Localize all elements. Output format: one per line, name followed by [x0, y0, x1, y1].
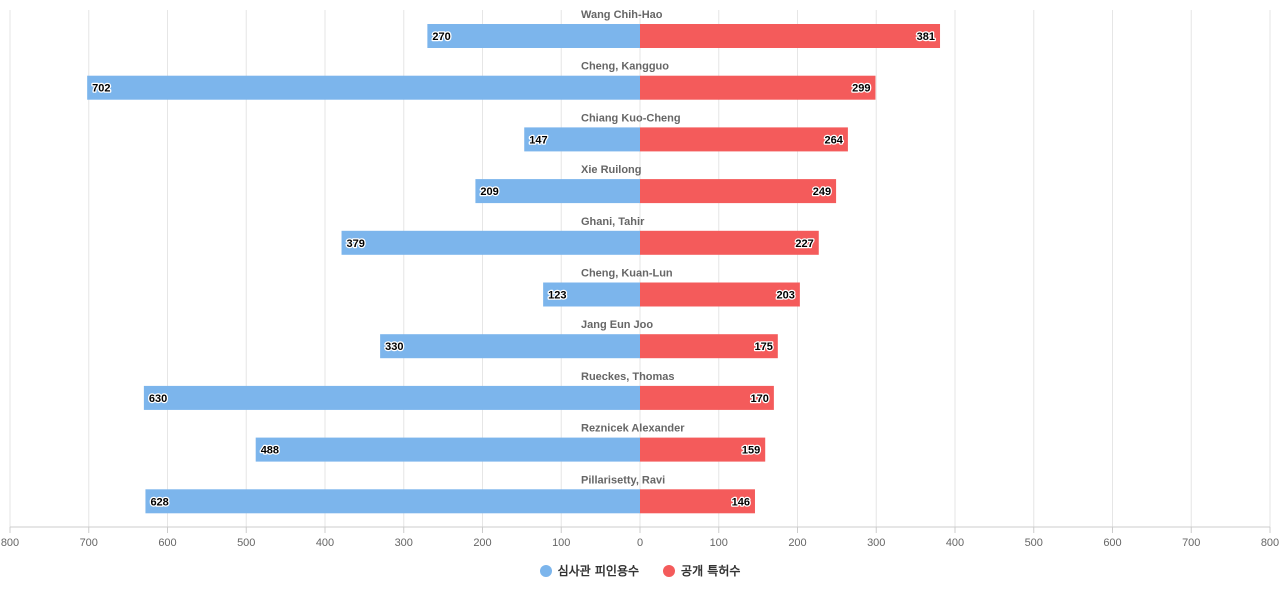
category-label: Xie Ruilong	[581, 164, 642, 176]
x-tick-label: 100	[552, 537, 570, 549]
x-tick-label: 600	[158, 537, 176, 549]
data-label-published-patents: 264	[825, 134, 844, 146]
data-label-examiner-citations: 209	[480, 186, 498, 198]
category-label: Chiang Kuo-Cheng	[581, 112, 681, 124]
x-tick-label: 800	[1, 537, 19, 549]
data-label-published-patents: 227	[795, 238, 813, 250]
x-tick-label: 0	[637, 537, 643, 549]
x-tick-label: 300	[867, 537, 885, 549]
legend-item-examiner-citations[interactable]: 심사관 피인용수	[539, 562, 640, 579]
data-label-examiner-citations: 488	[261, 445, 279, 457]
category-label: Cheng, Kangguo	[581, 61, 669, 73]
legend-dot-examiner-citations	[539, 564, 552, 577]
data-label-published-patents: 203	[777, 290, 795, 302]
data-label-published-patents: 146	[732, 496, 750, 508]
data-label-examiner-citations: 147	[529, 134, 547, 146]
bar-published-patents[interactable]	[640, 24, 941, 48]
data-label-examiner-citations: 702	[92, 83, 110, 95]
x-tick-label: 500	[237, 537, 255, 549]
bar-examiner-citations[interactable]	[475, 179, 640, 204]
bar-published-patents[interactable]	[640, 179, 837, 204]
bar-published-patents[interactable]	[640, 334, 778, 359]
bar-examiner-citations[interactable]	[145, 489, 640, 514]
bar-published-patents[interactable]	[640, 489, 755, 514]
data-label-published-patents: 170	[751, 393, 769, 405]
data-label-examiner-citations: 630	[149, 393, 167, 405]
x-tick-label: 500	[1025, 537, 1043, 549]
legend-label-published-patents: 공개 특허수	[681, 564, 741, 578]
category-label: Wang Chih-Hao	[581, 9, 663, 21]
data-label-published-patents: 249	[813, 186, 831, 198]
legend: 심사관 피인용수 공개 특허수	[0, 562, 1280, 579]
bar-examiner-citations[interactable]	[543, 282, 640, 307]
data-label-examiner-citations: 270	[432, 31, 450, 43]
legend-item-published-patents[interactable]: 공개 특허수	[663, 562, 740, 579]
x-tick-label: 200	[473, 537, 491, 549]
bar-published-patents[interactable]	[640, 437, 766, 462]
bar-published-patents[interactable]	[640, 385, 774, 410]
category-label: Cheng, Kuan-Lun	[581, 268, 673, 280]
category-label: Jang Eun Joo	[581, 319, 653, 331]
x-tick-label: 700	[1182, 537, 1200, 549]
bar-published-patents[interactable]	[640, 230, 819, 255]
x-tick-label: 400	[316, 537, 334, 549]
data-label-published-patents: 381	[917, 31, 935, 43]
data-label-examiner-citations: 628	[150, 496, 168, 508]
x-tick-label: 100	[710, 537, 728, 549]
bar-examiner-citations[interactable]	[143, 385, 640, 410]
data-label-examiner-citations: 379	[347, 238, 365, 250]
data-label-examiner-citations: 330	[385, 341, 403, 353]
data-label-published-patents: 159	[742, 445, 760, 457]
category-label: Ghani, Tahir	[581, 216, 645, 228]
bar-published-patents[interactable]	[640, 75, 876, 100]
x-tick-label: 700	[80, 537, 98, 549]
bar-examiner-citations[interactable]	[87, 75, 641, 100]
data-label-published-patents: 175	[754, 341, 772, 353]
legend-dot-published-patents	[663, 564, 676, 577]
x-tick-label: 800	[1261, 537, 1279, 549]
legend-label-examiner-citations: 심사관 피인용수	[557, 564, 640, 578]
bar-published-patents[interactable]	[640, 282, 800, 307]
bar-examiner-citations[interactable]	[524, 127, 640, 152]
category-label: Reznicek Alexander	[581, 423, 685, 435]
data-label-published-patents: 299	[852, 83, 870, 95]
bar-examiner-citations[interactable]	[380, 334, 640, 359]
x-tick-label: 600	[1103, 537, 1121, 549]
category-label: Rueckes, Thomas	[581, 371, 675, 383]
x-tick-label: 200	[788, 537, 806, 549]
x-tick-label: 300	[395, 537, 413, 549]
x-axis-ticks: 800 700 600 500 400 300 200 100 0 100 200 300 400 500…	[1, 527, 1279, 549]
data-label-examiner-citations: 123	[548, 290, 566, 302]
bar-examiner-citations[interactable]	[255, 437, 640, 462]
bars	[87, 24, 941, 514]
bar-published-patents[interactable]	[640, 127, 848, 152]
bar-examiner-citations[interactable]	[341, 230, 640, 255]
labels: Wang Chih-Hao 270 381 Cheng, Kangguo 702 299 C…	[91, 9, 936, 510]
bar-examiner-citations[interactable]	[427, 24, 640, 48]
category-label: Pillarisetty, Ravi	[581, 474, 665, 486]
x-tick-label: 400	[946, 537, 964, 549]
